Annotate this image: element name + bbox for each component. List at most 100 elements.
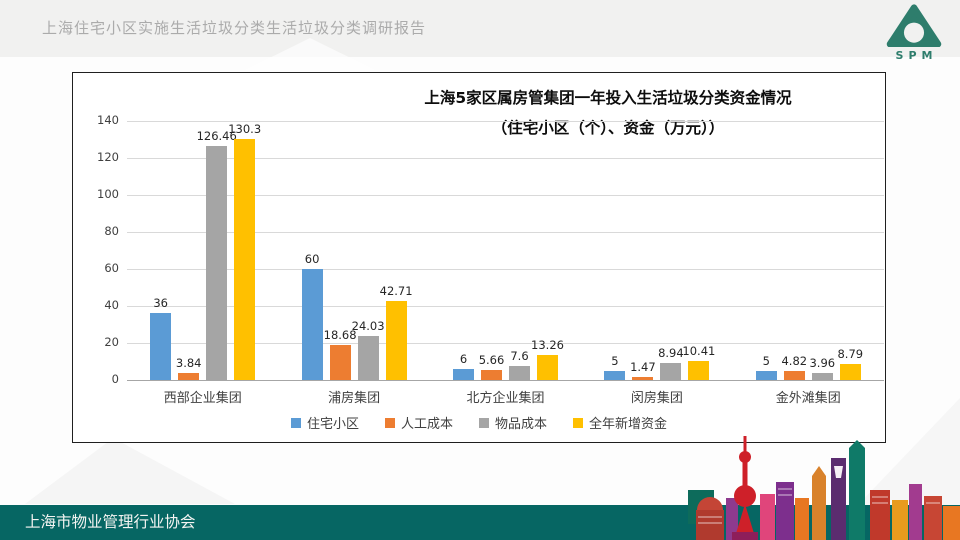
bar xyxy=(385,300,407,380)
bar-chart: 上海5家区属房管集团一年投入生活垃圾分类资金情况 （住宅小区（个）、资金（万元）… xyxy=(72,72,886,443)
bar-value-label: 8.94 xyxy=(658,346,684,361)
bar-value-label: 130.3 xyxy=(228,121,262,136)
bar-value-label: 24.03 xyxy=(351,318,385,333)
bar xyxy=(509,365,530,380)
legend-label: 住宅小区 xyxy=(306,417,359,432)
bar xyxy=(329,345,351,380)
bar-value-label: 3.84 xyxy=(175,355,202,370)
bar-value-label: 36 xyxy=(153,296,168,311)
y-axis-tick-label: 100 xyxy=(97,187,119,201)
bar-value-label: 3.96 xyxy=(809,355,836,370)
bar-value-label: 5 xyxy=(611,353,619,368)
bar-value-label: 5 xyxy=(762,353,770,368)
bar-value-label: 8.79 xyxy=(837,346,864,361)
bar-value-label: 10.41 xyxy=(682,343,716,358)
legend-swatch xyxy=(479,417,489,428)
y-axis-tick-label: 60 xyxy=(104,261,119,275)
category-label: 北方企业集团 xyxy=(466,391,545,406)
bar xyxy=(604,370,626,380)
gridline xyxy=(127,269,884,270)
bar-value-label: 126.46 xyxy=(196,129,237,144)
y-axis-tick-label: 40 xyxy=(104,298,119,312)
bar xyxy=(206,146,228,380)
header-title: 上海住宅小区实施生活垃圾分类生活垃圾分类调研报告 xyxy=(42,19,427,37)
bar xyxy=(301,269,323,380)
legend-swatch xyxy=(384,417,395,428)
y-axis-tick-label: 0 xyxy=(111,372,119,386)
x-axis-line xyxy=(127,380,884,381)
chart-title: 上海5家区属房管集团一年投入生活垃圾分类资金情况 xyxy=(424,89,792,107)
legend-label: 全年新增资金 xyxy=(589,417,668,432)
spm-logo-text: SPM xyxy=(895,49,938,62)
bar xyxy=(234,138,256,380)
legend-item: 全年新增资金 xyxy=(573,413,667,432)
building xyxy=(776,482,794,540)
bar-value-label: 18.68 xyxy=(323,328,357,343)
shanghai-skyline-illustration xyxy=(688,436,960,540)
oriental-pearl-tower xyxy=(734,436,756,540)
y-axis-tick-label: 140 xyxy=(97,113,119,127)
category-label: 西部企业集团 xyxy=(163,391,242,406)
chart-legend: 住宅小区 人工成本 物品成本 全年新增资金 xyxy=(73,413,885,432)
bar xyxy=(178,372,200,380)
bar xyxy=(688,360,710,380)
bar-value-label: 42.71 xyxy=(379,283,413,298)
header-bar: 上海住宅小区实施生活垃圾分类生活垃圾分类调研报告 SPM xyxy=(0,0,960,70)
y-axis-tick-label: 120 xyxy=(97,150,119,164)
bar-value-label: 7.6 xyxy=(510,348,529,363)
bar-value-label: 13.26 xyxy=(531,338,564,353)
footer-text: 上海市物业管理行业协会 xyxy=(25,513,196,531)
spm-logo: SPM xyxy=(882,3,946,62)
legend-item: 人工成本 xyxy=(384,413,453,432)
building xyxy=(909,484,922,540)
building xyxy=(732,532,758,540)
gridline xyxy=(127,195,884,196)
legend-label: 物品成本 xyxy=(495,417,548,432)
bar-value-label: 60 xyxy=(304,252,320,266)
shanghai-tower xyxy=(849,440,865,540)
bar xyxy=(481,369,502,380)
spm-logo-triangle-icon xyxy=(886,4,942,48)
bar xyxy=(755,370,777,380)
bar xyxy=(357,335,379,380)
legend-swatch xyxy=(290,417,301,428)
gridline xyxy=(127,158,884,159)
tower xyxy=(812,466,826,540)
bar-value-label: 1.47 xyxy=(630,360,656,375)
legend-label: 人工成本 xyxy=(400,417,453,432)
gridline xyxy=(127,121,884,122)
y-axis-tick-label: 80 xyxy=(104,224,119,238)
bar xyxy=(839,363,861,380)
building xyxy=(726,498,738,540)
background-triangle xyxy=(25,438,235,504)
legend-item: 住宅小区 xyxy=(290,413,359,432)
gridline xyxy=(127,343,884,344)
building xyxy=(892,500,908,540)
building xyxy=(924,496,942,540)
category-label: 闵房集团 xyxy=(630,391,683,406)
building xyxy=(795,498,809,540)
building-detail xyxy=(834,466,843,478)
legend-item: 物品成本 xyxy=(479,413,547,432)
building xyxy=(870,490,890,540)
gridline xyxy=(127,306,884,307)
building xyxy=(943,506,960,540)
bar-value-label: 4.82 xyxy=(781,354,808,369)
y-axis-tick-label: 20 xyxy=(104,335,119,349)
bar xyxy=(537,355,558,380)
bar xyxy=(783,371,805,380)
chart-subtitle: （住宅小区（个）、资金（万元）） xyxy=(491,119,725,137)
bar xyxy=(632,377,654,380)
bar-value-label: 6 xyxy=(459,351,468,366)
bar xyxy=(811,372,833,380)
window-details xyxy=(698,488,940,524)
bar xyxy=(453,368,474,380)
category-label: 金外滩集团 xyxy=(775,391,841,406)
bar-value-label: 5.66 xyxy=(478,352,505,367)
gridline xyxy=(127,232,884,233)
building xyxy=(760,494,775,540)
world-financial-center xyxy=(831,458,846,540)
legend-swatch xyxy=(573,417,584,428)
bar xyxy=(150,313,172,380)
